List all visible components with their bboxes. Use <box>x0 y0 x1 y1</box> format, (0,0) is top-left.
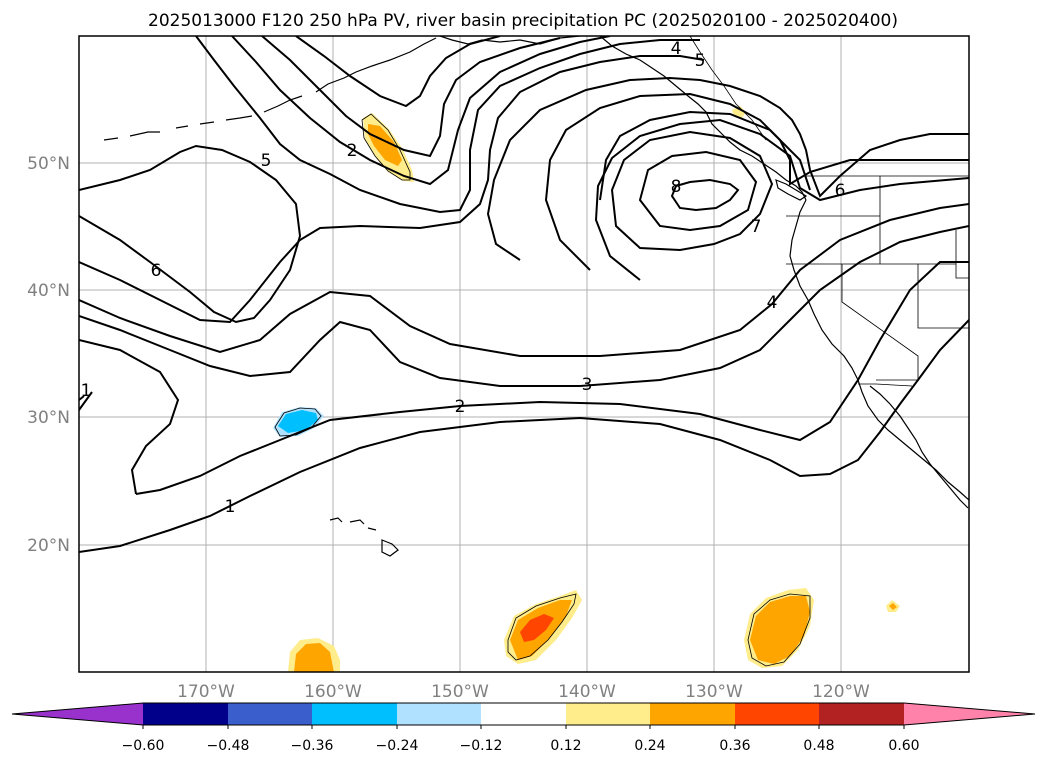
precip-contour-negative <box>274 407 322 437</box>
border-states-1 <box>786 176 969 381</box>
map-frame <box>78 35 970 673</box>
colorbar-tick-label: 0.12 <box>550 738 581 754</box>
colorbar-tick-label: −0.12 <box>460 738 503 754</box>
colorbar-segment-4 <box>397 703 481 725</box>
coastline-baja <box>869 385 969 509</box>
precip-blob-panhandle <box>732 106 746 118</box>
y-tick-label-30: 30°N <box>27 408 70 428</box>
pv-contour-7-inner <box>594 118 969 281</box>
colorbar-ticks <box>142 725 905 729</box>
precip-blob-tropics-central-core <box>520 614 554 642</box>
precip-contour-tropics-central <box>507 593 577 661</box>
coastlines <box>103 36 969 557</box>
pv-contour-7-ring <box>544 92 969 271</box>
colorbar-segment-1 <box>143 703 228 725</box>
pv-contour-5-top <box>195 36 700 214</box>
pv-contour-2 <box>135 261 969 495</box>
border-canada-alaska <box>689 36 767 141</box>
pv-contour-3-top <box>261 36 561 158</box>
x-tick-label-150w: 150°W <box>431 682 489 702</box>
gridlines <box>79 36 969 672</box>
precip-shading <box>273 106 900 672</box>
pv-contour-8-closed <box>670 178 740 212</box>
pv-contour-8-ring <box>599 110 811 201</box>
pv-contour-1 <box>79 319 969 553</box>
pv-label-7: 7 <box>751 217 762 237</box>
x-tick-label-120w: 120°W <box>812 682 870 702</box>
y-tick-label-40: 40°N <box>27 281 70 301</box>
pv-contour-labels: 1 2 3 4 5 6 7 8 2 4 5 6 1 <box>81 39 846 517</box>
pv-label-1b: 1 <box>81 381 92 401</box>
precip-contour-tropics-east <box>747 593 811 667</box>
colorbar-tick-label: −0.48 <box>207 738 250 754</box>
x-tick-labels: 170°W 160°W 150°W 140°W 130°W 120°W <box>177 682 870 702</box>
coastline-vancouver <box>775 179 808 201</box>
coastline-alaska-gulf <box>439 36 581 45</box>
colorbar-segment-6 <box>566 703 650 725</box>
pv-contour-8-outer <box>610 130 774 252</box>
coastline-aleutians <box>103 37 437 141</box>
coastline-us-west <box>789 199 969 501</box>
colorbar-segment-2 <box>228 703 312 725</box>
colorbar-segment-8 <box>735 703 819 725</box>
x-tick-label-140w: 140°W <box>558 682 616 702</box>
coastline-hawaii <box>329 517 399 557</box>
x-tick-label-160w: 160°W <box>304 682 362 702</box>
coastline-alaska-bc <box>599 36 807 201</box>
colorbar-segment-5 <box>481 703 566 725</box>
pv-label-3: 3 <box>582 375 593 395</box>
pv-label-2b: 2 <box>347 141 358 161</box>
colorbar-tick-label: −0.24 <box>376 738 419 754</box>
pv-contour-2-west <box>79 339 180 495</box>
colorbar-tick-label: 0.24 <box>634 738 665 754</box>
colorbar-tick-label: 0.60 <box>888 738 919 754</box>
colorbar-tick-label: 0.36 <box>719 738 750 754</box>
pv-label-1: 1 <box>225 497 236 517</box>
border-mexico <box>858 383 913 387</box>
colorbar-extend-low <box>12 703 143 725</box>
y-tick-labels: 20°N 30°N 40°N 50°N <box>27 154 70 556</box>
colorbar-segment-9 <box>819 703 904 725</box>
colorbar-tick-labels: −0.60 −0.48 −0.36 −0.24 −0.12 0.12 0.24 … <box>122 738 920 754</box>
pv-contour-3 <box>79 225 969 387</box>
colorbar-tick-label: −0.36 <box>291 738 334 754</box>
pv-contour-4-top <box>295 36 501 108</box>
pv-label-6b: 6 <box>151 261 162 281</box>
borders <box>689 36 969 387</box>
pv-contours <box>79 36 969 553</box>
colorbar-tick-label: −0.60 <box>122 738 165 754</box>
pv-contour-1b <box>79 391 93 411</box>
colorbar-tick-label: 0.48 <box>803 738 834 754</box>
pv-label-6: 6 <box>835 181 846 201</box>
figure-title: 2025013000 F120 250 hPa PV, river basin … <box>148 11 898 31</box>
pv-contour-6 <box>79 144 302 324</box>
colorbar: −0.60 −0.48 −0.36 −0.24 −0.12 0.12 0.24 … <box>11 702 1036 754</box>
pv-contour-6-ring <box>486 76 969 261</box>
y-tick-label-20: 20°N <box>27 536 70 556</box>
pv-contour-5 <box>79 55 705 324</box>
precip-blob-tropics-east-core <box>750 596 810 664</box>
precip-blob-alaska-gulf-core <box>368 124 402 166</box>
pv-label-4: 4 <box>767 293 778 313</box>
precip-blob-negative-core <box>278 410 318 433</box>
pv-label-5: 5 <box>695 51 706 71</box>
colorbar-extend-high <box>904 703 1035 725</box>
x-tick-label-170w: 170°W <box>177 682 235 702</box>
precip-blob-tropics-far-east-core <box>889 603 897 610</box>
pv-label-8: 8 <box>671 177 682 197</box>
pv-label-5b: 5 <box>261 151 272 171</box>
pv-label-4b: 4 <box>671 39 682 59</box>
pv-contour-2-top <box>231 36 611 186</box>
pv-contour-7-closed <box>638 150 758 232</box>
precip-blob-hawaii-west-core <box>294 643 334 672</box>
precip-contour-alaska-gulf <box>361 113 411 181</box>
colorbar-segment-3 <box>312 703 397 725</box>
y-tick-label-50: 50°N <box>27 154 70 174</box>
pv-label-2: 2 <box>455 397 466 417</box>
pv-contour-4 <box>79 203 969 357</box>
x-tick-label-130w: 130°W <box>685 682 743 702</box>
colorbar-segment-7 <box>650 703 735 725</box>
